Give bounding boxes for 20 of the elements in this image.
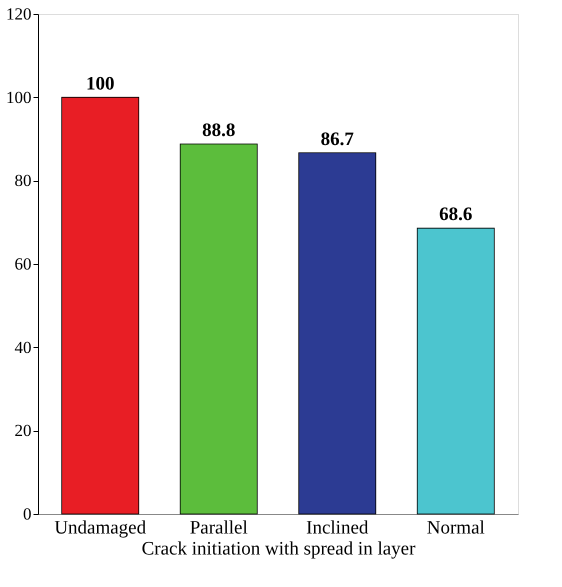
x-tick-label: Undamaged [54, 518, 147, 538]
data-label: 100 [86, 73, 114, 94]
bar [180, 144, 258, 514]
x-tick-label: Inclined [306, 518, 369, 538]
bar [61, 96, 140, 514]
data-label: 88.8 [202, 120, 236, 141]
x-tick-label: Parallel [190, 518, 248, 538]
y-tick-label: 60 [14, 254, 32, 274]
bar [298, 152, 376, 514]
x-axis-title: Crack initiation with spread in layer [142, 538, 416, 560]
y-tick-label: 120 [6, 4, 32, 24]
y-tick-label: 0 [23, 504, 32, 524]
y-tick-label: 80 [14, 171, 32, 190]
y-tick-label: 20 [14, 421, 32, 440]
data-label: 68.6 [439, 204, 472, 226]
y-tick-label: 100 [6, 88, 32, 107]
bar [416, 228, 495, 514]
data-label: 86.7 [320, 128, 354, 150]
x-tick-label: Normal [426, 518, 485, 538]
y-tick-label: 40 [14, 338, 32, 357]
